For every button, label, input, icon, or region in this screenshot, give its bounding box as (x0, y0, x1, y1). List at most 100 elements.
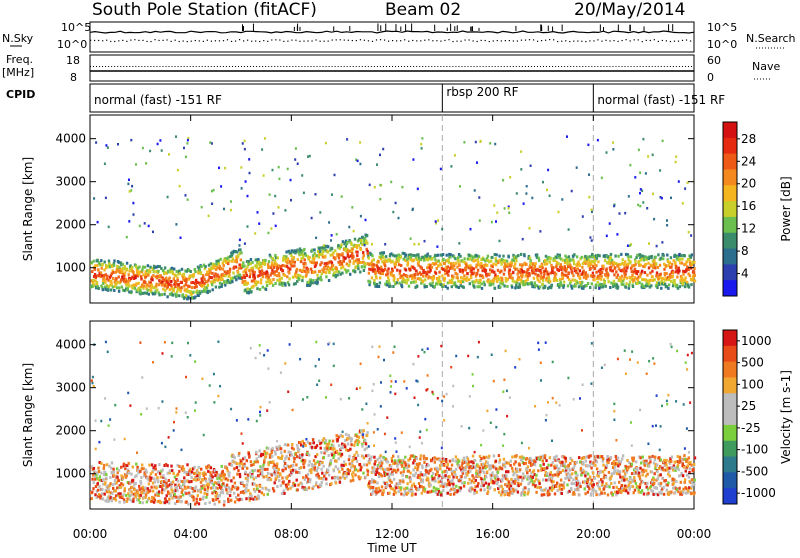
scatter-cell (463, 257, 465, 260)
nave-dot (585, 66, 586, 67)
scatter-cell-sparse (107, 146, 109, 149)
scatter-cell (651, 270, 653, 273)
scatter-cell (407, 262, 409, 265)
nave-dot (561, 66, 562, 67)
nsearch-dot (521, 40, 522, 41)
nsearch-dot (187, 41, 188, 42)
scatter-cell (165, 277, 167, 280)
nsearch-dot (690, 40, 691, 41)
scatter-cell (356, 251, 358, 254)
scatter-cell (659, 264, 661, 267)
scatter-cell (334, 256, 336, 259)
scatter-cell (250, 495, 252, 498)
scatter-cell-sparse (267, 232, 269, 235)
nave-dot (256, 66, 257, 67)
nsearch-dot (666, 40, 667, 41)
nsearch-dot (146, 41, 147, 42)
scatter-cell (466, 272, 468, 275)
scatter-cell (539, 269, 541, 272)
scatter-cell (106, 275, 108, 278)
nave-dot (383, 66, 384, 67)
scatter-cell (156, 289, 158, 292)
scatter-cell (568, 255, 570, 258)
scatter-cell (382, 468, 384, 471)
scatter-cell (354, 465, 356, 468)
scatter-cell (622, 258, 624, 261)
nave-dot (187, 66, 188, 67)
scatter-cell (301, 453, 303, 456)
nave-dot (452, 66, 453, 67)
nave-dot (301, 66, 302, 67)
scatter-cell (487, 255, 489, 258)
scatter-cell (660, 273, 662, 276)
scatter-cell (386, 483, 388, 486)
scatter-cell (439, 467, 441, 470)
scatter-cell (373, 258, 375, 261)
beam-title: Beam 02 (385, 0, 461, 20)
nave-dot (622, 66, 623, 67)
scatter-cell (449, 460, 451, 463)
nave-dot (640, 66, 641, 67)
scatter-cell (272, 460, 274, 463)
scatter-cell (324, 255, 326, 258)
scatter-cell (613, 280, 615, 283)
scatter-cell (608, 280, 610, 283)
scatter-cell (538, 280, 540, 283)
scatter-cell (135, 474, 137, 477)
scatter-cell (255, 460, 257, 463)
scatter-cell (162, 474, 164, 477)
scatter-cell (265, 288, 267, 291)
scatter-cell (262, 286, 264, 289)
scatter-cell (190, 476, 192, 479)
scatter-cell (166, 464, 168, 467)
scatter-cell (394, 266, 396, 269)
scatter-cell (594, 267, 596, 270)
scatter-cell (204, 492, 206, 495)
scatter-cell (130, 494, 132, 497)
scatter-cell (678, 267, 680, 270)
scatter-cell (624, 260, 626, 263)
scatter-cell (420, 273, 422, 276)
scatter-cell (399, 480, 401, 483)
scatter-cell (157, 270, 159, 273)
scatter-cell (514, 280, 516, 283)
scatter-cell (177, 279, 179, 282)
scatter-cell (206, 493, 208, 496)
scatter-cell (514, 262, 516, 265)
scatter-cell (454, 257, 456, 260)
scatter-cell (358, 441, 360, 444)
nave-dot (280, 66, 281, 67)
nave-dot (534, 66, 535, 67)
scatter-cell (408, 465, 410, 468)
scatter-cell (292, 469, 294, 472)
scatter-cell (372, 470, 374, 473)
scatter-cell (523, 254, 525, 257)
scatter-cell (580, 284, 582, 287)
scatter-cell (128, 285, 130, 288)
scatter-cell (116, 481, 118, 484)
scatter-cell (405, 269, 407, 272)
freq-tick-bottom: 8 (70, 71, 77, 84)
scatter-cell (223, 264, 225, 267)
nave-dot (332, 66, 333, 67)
scatter-cell-sparse (652, 154, 654, 157)
scatter-cell (314, 270, 316, 273)
scatter-cell (655, 262, 657, 265)
nave-dot (510, 66, 511, 67)
scatter-cell (257, 460, 259, 463)
nsearch-dot (626, 39, 627, 40)
scatter-cell (109, 482, 111, 485)
nsearch-dot (517, 40, 518, 41)
scatter-cell (318, 477, 320, 480)
scatter-cell (192, 496, 194, 499)
nave-dot (259, 66, 260, 67)
scatter-cell (457, 256, 459, 259)
scatter-cell-sparse (587, 144, 589, 147)
scatter-cell (306, 488, 308, 491)
scatter-cell (209, 290, 211, 293)
scatter-cell (287, 444, 289, 447)
nave-dot (214, 66, 215, 67)
scatter-cell (609, 286, 611, 289)
scatter-cell (148, 464, 150, 467)
